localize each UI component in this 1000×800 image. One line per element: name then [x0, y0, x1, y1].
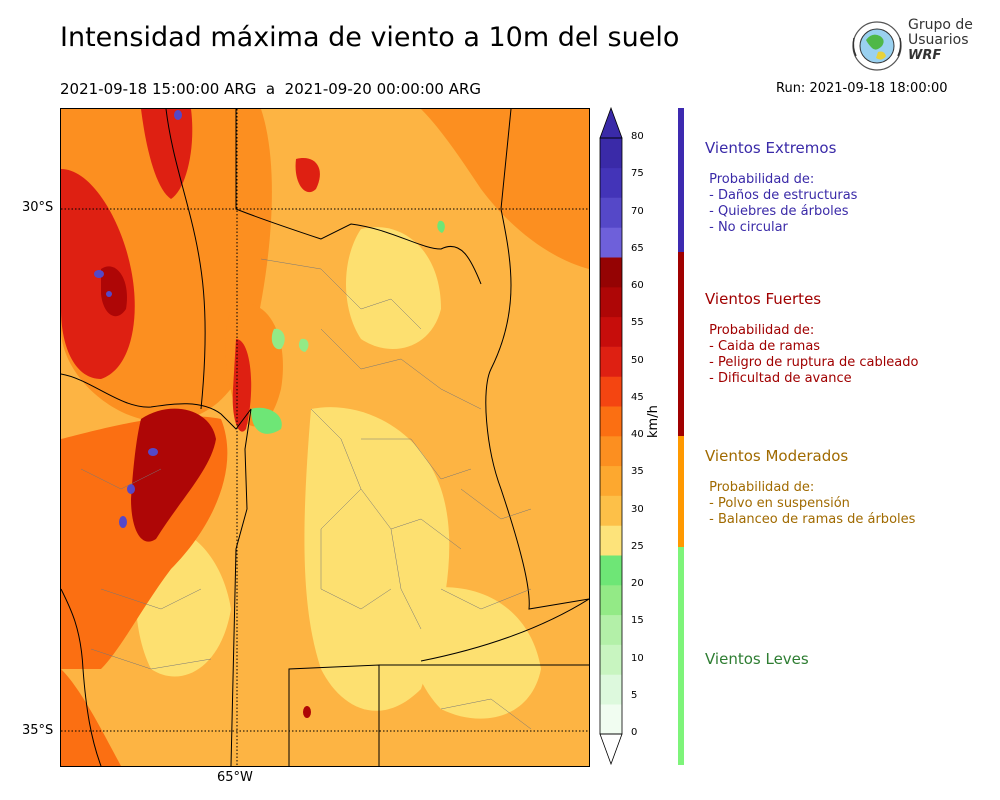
legend-bar-moderate	[678, 436, 684, 547]
colorbar-tick-label: 65	[631, 242, 644, 254]
legend-body-extreme: Probabilidad de: - Daños de estructuras …	[709, 172, 858, 235]
dark-red-northwest	[101, 266, 127, 317]
colorbar-tick-label: 0	[631, 727, 638, 738]
red-spot-north	[295, 158, 320, 193]
lat-label-35: 35°S	[22, 723, 54, 738]
map-title: Intensidad máxima de viento a 10m del su…	[60, 22, 680, 53]
wind-map	[60, 108, 590, 767]
legend-bar-extreme	[678, 108, 684, 252]
extreme-spot-5	[119, 516, 127, 528]
red-core-west	[131, 408, 216, 542]
colorbar-unit: km/h	[646, 405, 661, 438]
lon-label-65: 65°W	[217, 770, 253, 785]
colorbar-tick-label: 60	[631, 280, 644, 291]
run-time: Run: 2021-09-18 18:00:00	[776, 81, 948, 96]
wind-field-svg	[61, 109, 589, 766]
colorbar-tick-label: 75	[631, 168, 644, 180]
calm-spot-4	[437, 220, 445, 233]
calm-spot-3	[298, 338, 309, 352]
colorbar-cell	[600, 376, 622, 407]
extreme-spot-2	[106, 291, 112, 297]
colorbar-cell	[600, 406, 622, 437]
department-borders	[80, 258, 532, 730]
colorbar-cell	[600, 346, 622, 377]
colorbar-cell	[600, 167, 622, 198]
red-spot-south	[303, 706, 311, 718]
wrf-group-logo	[852, 21, 902, 71]
colorbar-tick-label: 40	[631, 429, 644, 440]
colorbar-cell	[600, 197, 622, 228]
strong-zone-southwest	[61, 669, 121, 766]
valid-period: 2021-09-18 15:00:00 ARG a 2021-09-20 00:…	[60, 80, 482, 98]
legend-bar-strong	[678, 252, 684, 436]
calm-spot-2	[271, 328, 285, 350]
calm-zone-east	[410, 587, 541, 719]
legend-title-light: Vientos Leves	[705, 650, 809, 668]
legend-bar-light	[678, 547, 684, 765]
calm-spot-1	[251, 407, 282, 434]
logo-line2: Usuarios	[908, 32, 969, 48]
colorbar	[599, 106, 623, 766]
logo-line3: WRF	[908, 48, 942, 63]
colorbar-tick-label: 30	[631, 503, 644, 515]
colorbar-cell	[600, 436, 622, 467]
colorbar-cell	[600, 585, 622, 616]
legend-title-strong: Vientos Fuertes	[705, 290, 822, 308]
strong-zone-northeast	[421, 109, 589, 269]
colorbar-cell	[600, 674, 622, 705]
colorbar-tick-label: 20	[631, 578, 644, 589]
province-borders	[61, 109, 589, 766]
calm-zone-north	[346, 227, 441, 349]
logo-line1: Grupo de	[908, 17, 973, 33]
colorbar-tick-label: 15	[631, 615, 644, 627]
colorbar-cell	[600, 704, 622, 735]
colorbar-cell	[600, 555, 622, 586]
colorbar-cell	[600, 644, 622, 675]
graticule	[61, 109, 589, 766]
colorbar-cell	[600, 257, 622, 288]
colorbar-cell	[600, 138, 622, 169]
extreme-spot-3	[148, 448, 158, 456]
legend-body-moderate: Probabilidad de: - Polvo en suspensión -…	[709, 480, 916, 527]
colorbar-cell	[600, 525, 622, 556]
legend-body-strong: Probabilidad de: - Caida de ramas - Peli…	[709, 323, 919, 386]
colorbar-tick-label: 35	[631, 466, 644, 478]
colorbar-max-arrow	[599, 106, 623, 139]
colorbar-tick-label: 50	[631, 354, 644, 366]
colorbar-cell	[600, 495, 622, 526]
extreme-spot-4	[127, 484, 135, 494]
extreme-spot-6	[174, 110, 182, 120]
globe-icon	[852, 21, 902, 71]
extreme-spot-1	[94, 270, 104, 278]
legend-title-extreme: Vientos Extremos	[705, 139, 837, 157]
colorbar-cell	[600, 316, 622, 347]
colorbar-tick-label: 55	[631, 317, 644, 329]
colorbar-tick-label: 45	[631, 391, 644, 403]
lat-label-30: 30°S	[22, 200, 54, 215]
colorbar-tick-label: 25	[631, 540, 644, 552]
colorbar-tick-label: 10	[631, 652, 644, 664]
colorbar-tick-label: 70	[631, 205, 644, 217]
colorbar-cells	[600, 138, 622, 735]
colorbar-cell	[600, 287, 622, 318]
colorbar-tick-label: 5	[631, 689, 638, 701]
legend-title-moderate: Vientos Moderados	[705, 447, 849, 465]
colorbar-frame	[599, 137, 623, 735]
colorbar-cell	[600, 465, 622, 496]
colorbar-cell	[600, 614, 622, 645]
colorbar-cell	[600, 227, 622, 258]
logo-text: Grupo de Usuarios WRF	[908, 17, 973, 64]
colorbar-min-arrow	[599, 733, 623, 766]
colorbar-tick-label: 80	[631, 131, 644, 142]
